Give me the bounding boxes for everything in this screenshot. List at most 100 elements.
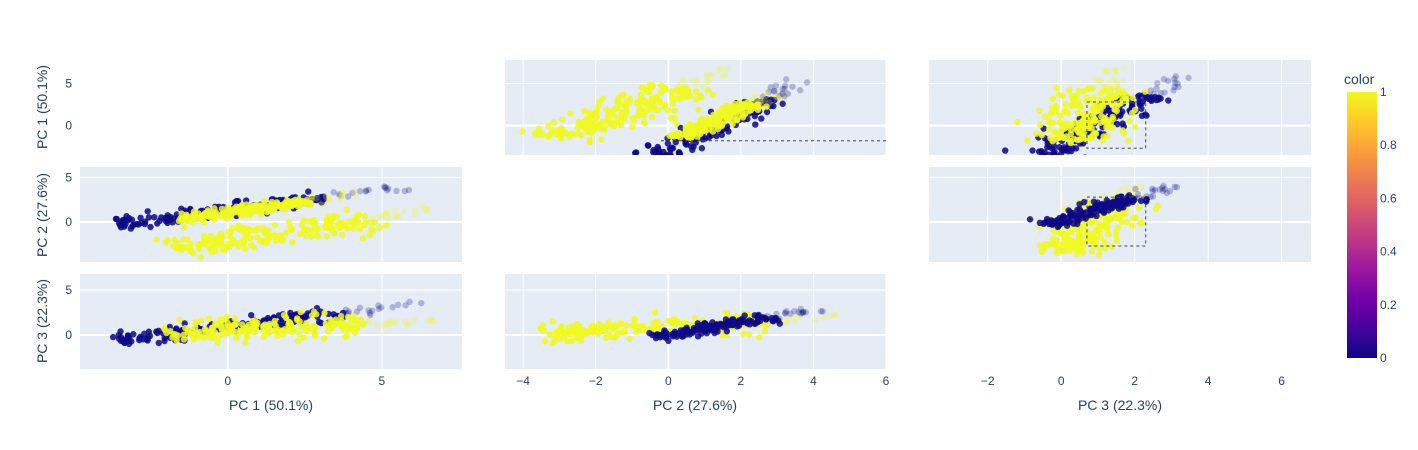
scatter-point	[1076, 119, 1083, 127]
scatter-point	[395, 212, 402, 220]
scatter-point	[130, 331, 137, 338]
scatter-point	[675, 150, 683, 155]
scatter-point	[1107, 99, 1115, 106]
scatter-point	[779, 85, 786, 93]
scatter-point	[380, 322, 387, 329]
scatter-point	[294, 203, 302, 210]
scatter-point	[186, 244, 193, 251]
scatter-point	[782, 310, 789, 317]
scatter-point	[585, 109, 592, 116]
scatter-point	[356, 226, 364, 233]
scatter-point	[1038, 147, 1045, 155]
scatter-point	[1113, 79, 1121, 87]
scatter-point	[302, 232, 310, 239]
subplot-pc3-vs-pc2[interactable]: −4 −2 0 2 4 6	[505, 274, 890, 388]
scatter-point	[239, 321, 246, 328]
scatter-point	[321, 309, 328, 317]
scatter-point	[652, 334, 660, 342]
scatter-point	[145, 214, 153, 221]
scatter-point	[1097, 234, 1104, 241]
subplot-pc1-vs-pc2[interactable]: 05	[65, 60, 887, 160]
scatter-point	[1172, 73, 1180, 80]
scatter-point	[603, 323, 610, 330]
scatter-point	[377, 213, 384, 221]
scatter-point	[1074, 110, 1082, 117]
scatter-point	[750, 93, 757, 101]
scatter-point	[617, 320, 624, 328]
scatter-point	[736, 99, 743, 106]
scatter-point	[1095, 77, 1102, 85]
scatter-point	[692, 96, 700, 103]
scatter-point	[1099, 200, 1106, 208]
scatter-point	[719, 73, 726, 80]
scatter-point	[1048, 145, 1056, 152]
subplot-pc2-vs-pc1[interactable]: 05	[65, 167, 462, 262]
subplot-pc1-vs-pc3[interactable]	[929, 60, 1311, 161]
scatter-point	[295, 198, 302, 205]
scatter-point	[375, 302, 382, 309]
subplot-pc3-vs-pc1[interactable]: 0 5 0 5	[65, 274, 462, 388]
scatter-point	[705, 78, 712, 85]
x-tick-label: −2	[589, 374, 603, 388]
scatter-point	[1090, 210, 1097, 217]
scatter-point	[700, 325, 708, 332]
scatter-point	[225, 323, 232, 330]
scatter-point	[626, 335, 633, 343]
scatter-point	[109, 333, 117, 341]
scatter-point	[1171, 79, 1179, 86]
selection-box[interactable]	[1086, 101, 1147, 149]
scatter-point	[770, 102, 777, 110]
scatter-point	[781, 85, 788, 92]
scatter-point	[751, 312, 758, 319]
scatter-point	[173, 325, 180, 332]
scatter-point	[595, 330, 602, 337]
scatter-point	[1088, 238, 1095, 245]
scatter-point	[1050, 120, 1057, 127]
scatter-point	[731, 318, 738, 325]
scatter-point	[641, 99, 649, 106]
scatter-point	[1052, 103, 1060, 110]
scatter-point	[1076, 201, 1083, 208]
scatter-point	[171, 236, 178, 243]
scatter-point	[698, 145, 706, 152]
scatter-point	[771, 87, 778, 95]
scatter-point	[674, 82, 682, 90]
colorbar-tick-label: 0.8	[1380, 138, 1397, 152]
scatter-point	[365, 186, 372, 194]
scatter-point	[1024, 137, 1031, 144]
scatter-point	[151, 213, 158, 221]
scatter-point	[724, 106, 731, 113]
scatter-point	[1082, 124, 1090, 131]
scatter-point	[317, 193, 325, 201]
subplot-pc2-vs-pc3[interactable]: −2 0 2 4 6	[929, 167, 1311, 388]
scatter-point	[361, 212, 369, 220]
scatter-point	[761, 97, 768, 104]
scatter-point	[1067, 139, 1074, 147]
scatter-point	[254, 225, 262, 232]
scatter-point	[753, 99, 760, 107]
scatter-point	[682, 92, 689, 99]
scatter-point	[214, 339, 222, 347]
scatter-point	[202, 212, 209, 219]
scatter-point	[1132, 186, 1139, 194]
scatter-point	[1131, 196, 1138, 204]
scatter-point	[202, 331, 209, 338]
scatter-point	[1053, 249, 1060, 256]
scatter-point	[239, 237, 246, 244]
scatter-point	[366, 309, 373, 317]
scatter-point	[297, 308, 304, 316]
scatter-point	[411, 316, 418, 324]
scatter-point	[783, 315, 791, 322]
scatter-point	[385, 215, 393, 223]
scatter-point	[1101, 96, 1108, 103]
scatter-point	[565, 324, 573, 331]
scatter-point	[189, 328, 196, 336]
scatter-point	[1166, 187, 1174, 195]
scatter-point	[549, 318, 557, 325]
scatter-point	[248, 311, 255, 319]
scatter-point	[239, 211, 247, 219]
scatter-point	[1121, 198, 1129, 206]
scatter-point	[217, 316, 224, 323]
scatter-point	[236, 206, 244, 214]
scatter-point	[389, 303, 396, 311]
